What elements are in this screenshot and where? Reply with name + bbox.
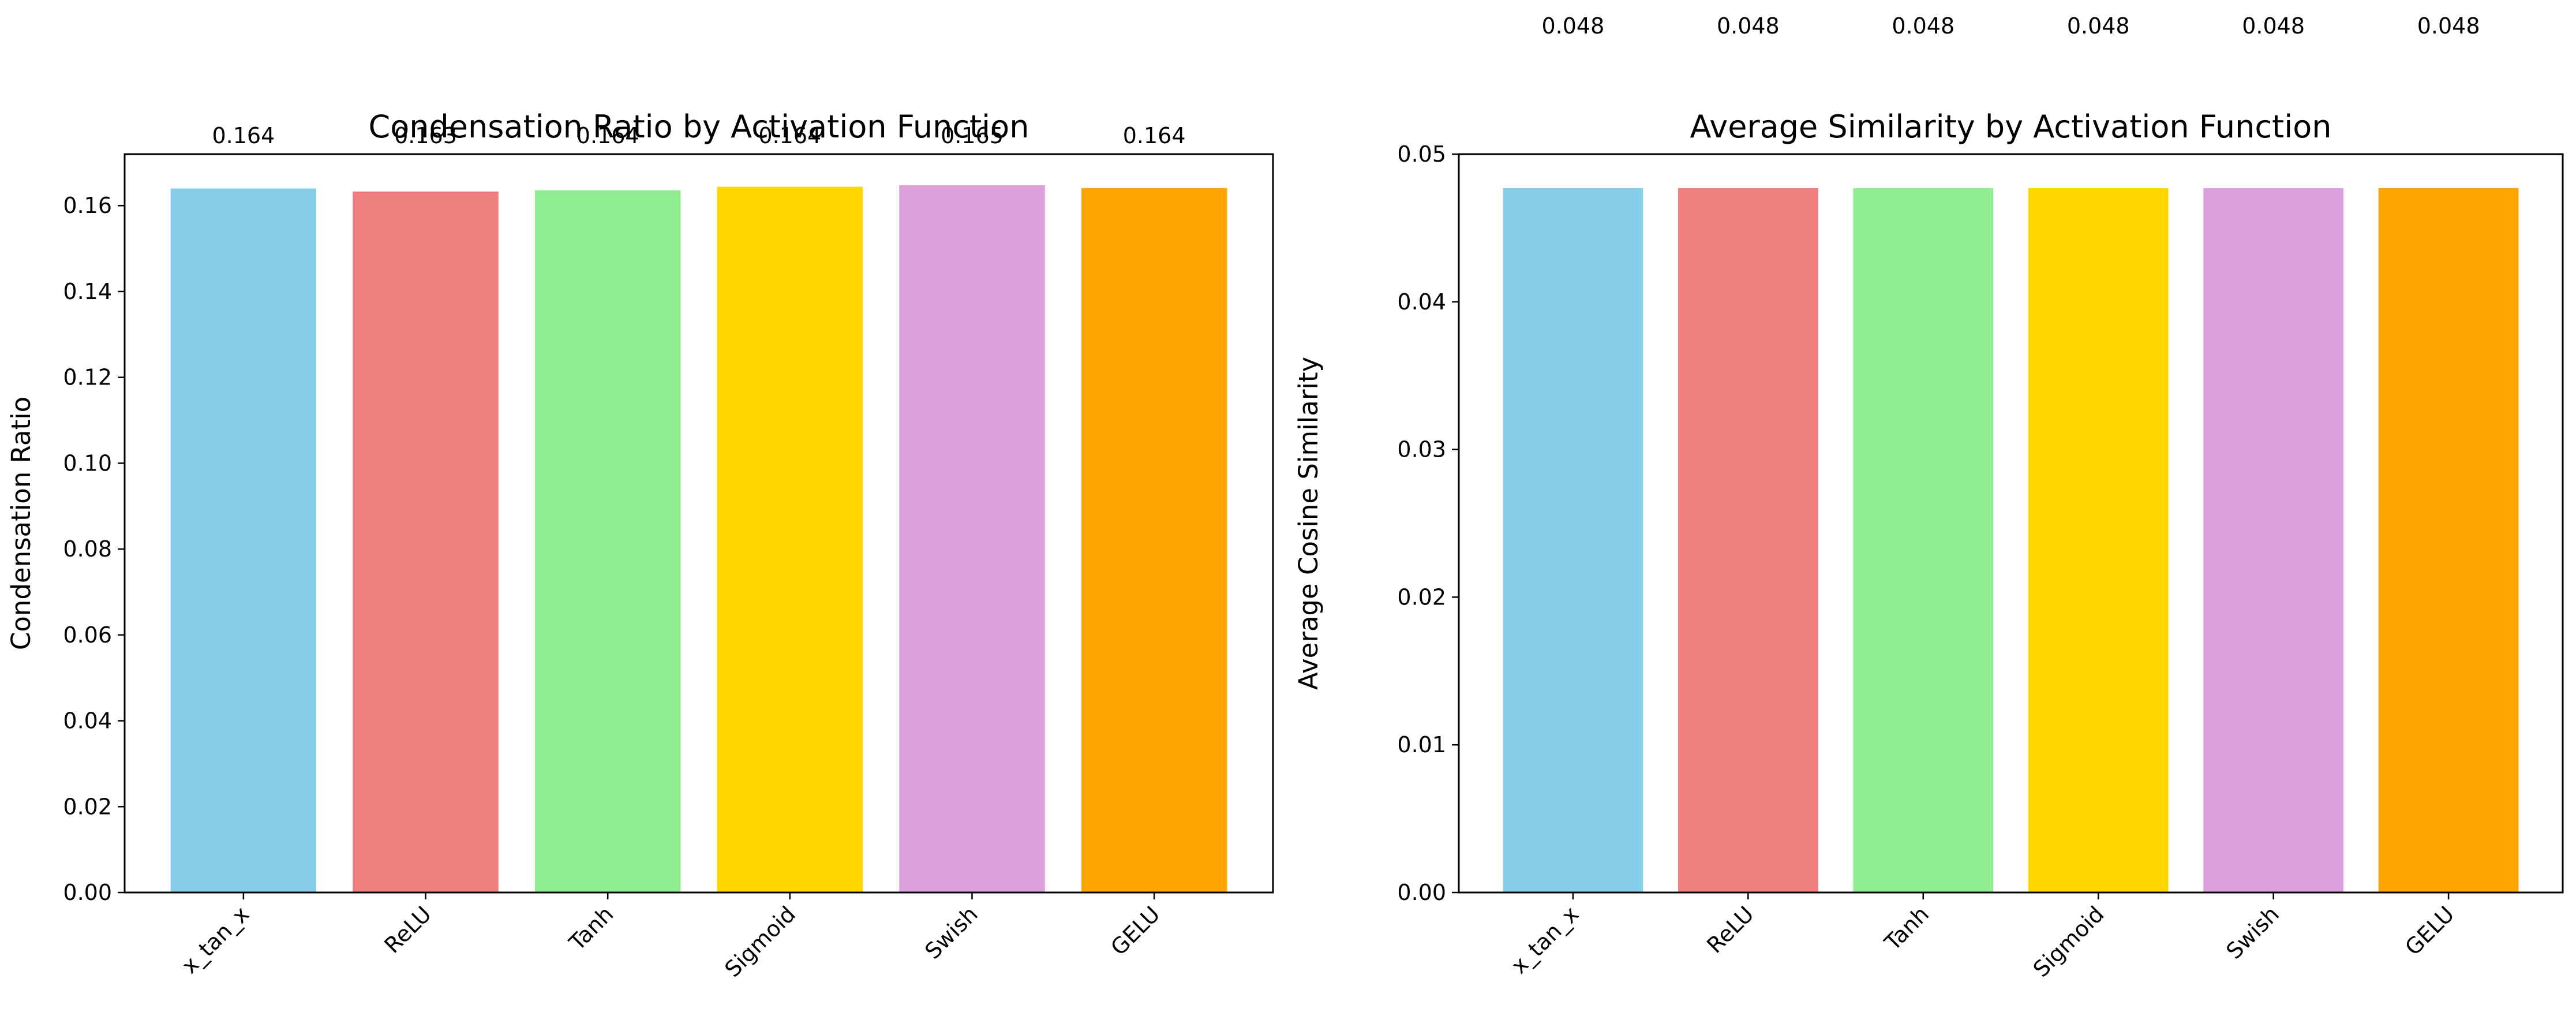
data-label: 0.165	[941, 123, 1004, 148]
plot-frame	[1458, 153, 2564, 894]
x-tick-label: x_tan_x	[177, 901, 254, 979]
bar-swish	[2203, 188, 2344, 893]
y-tick-label: 0.12	[63, 365, 112, 390]
data-label: 0.048	[2067, 13, 2130, 39]
y-axis-label: Average Cosine Similarity	[1293, 357, 1324, 690]
chart-title: Average Similarity by Activation Functio…	[1690, 109, 2332, 145]
x-tick-label: Sigmoid	[720, 901, 800, 982]
bar-relu	[1678, 188, 1818, 893]
bar-swish	[899, 185, 1045, 892]
y-axis-label: Condensation Ratio	[6, 397, 36, 650]
data-label: 0.163	[394, 123, 457, 148]
x-tick-label: ReLU	[379, 901, 436, 958]
data-label: 0.048	[2417, 13, 2480, 39]
bar-gelu	[2378, 188, 2519, 893]
y-tick-label: 0.16	[63, 193, 112, 218]
x-tick-label: x_tan_x	[1506, 901, 1583, 979]
data-label: 0.164	[758, 123, 821, 148]
y-tick-label: 0.06	[63, 622, 112, 648]
data-label: 0.164	[1123, 123, 1186, 148]
data-label: 0.048	[1892, 13, 1955, 39]
bar-tanh	[1853, 188, 1994, 893]
y-tick-label: 0.04	[1397, 289, 1446, 315]
x-tick-label: GELU	[2400, 901, 2459, 960]
y-tick-label: 0.05	[1397, 141, 1446, 167]
y-tick-label: 0.04	[63, 708, 112, 734]
data-label: 0.164	[212, 123, 275, 148]
x-tick-label: Sigmoid	[2028, 901, 2109, 982]
y-tick-label: 0.03	[1397, 437, 1446, 462]
y-tick-label: 0.14	[63, 279, 112, 304]
y-tick-label: 0.00	[1397, 880, 1446, 905]
x-tick-label: Tanh	[564, 901, 618, 955]
y-tick-label: 0.08	[63, 536, 112, 562]
bar-gelu	[1081, 188, 1227, 893]
bar-tanh	[534, 190, 681, 893]
y-tick-label: 0.02	[1397, 584, 1446, 610]
bar-relu	[353, 191, 499, 892]
x-tick-label: Tanh	[1879, 901, 1934, 955]
x-tick-label: Swish	[2221, 901, 2284, 964]
chart-title: Condensation Ratio by Activation Functio…	[369, 109, 1029, 145]
y-tick-label: 0.10	[63, 450, 112, 476]
bar-sigmoid	[2028, 188, 2169, 893]
data-label: 0.048	[2242, 13, 2305, 39]
x-tick-label: GELU	[1106, 901, 1165, 960]
y-tick-label: 0.00	[63, 880, 112, 905]
data-label: 0.048	[1541, 13, 1604, 39]
plot-frame	[123, 153, 1274, 894]
condensation-ratio-chart: 0.00 0.02 0.04 0.06 0.08 0.10 0.12 0.14 0.16 x_ta…	[6, 109, 1274, 982]
data-label: 0.048	[1717, 13, 1780, 39]
data-label: 0.164	[576, 123, 639, 148]
y-tick-label: 0.01	[1397, 732, 1446, 757]
bar-sigmoid	[717, 186, 863, 893]
x-tick-label: ReLU	[1702, 901, 1758, 958]
y-tick-label: 0.02	[63, 794, 112, 819]
x-tick-label: Swish	[920, 901, 983, 964]
bar-x_tan_x	[170, 188, 317, 892]
bar-x_tan_x	[1503, 188, 1643, 893]
average-similarity-chart: 0.00 0.01 0.02 0.03 0.04 0.05 x_tan_x ReLU Tanh S…	[1293, 13, 2564, 982]
